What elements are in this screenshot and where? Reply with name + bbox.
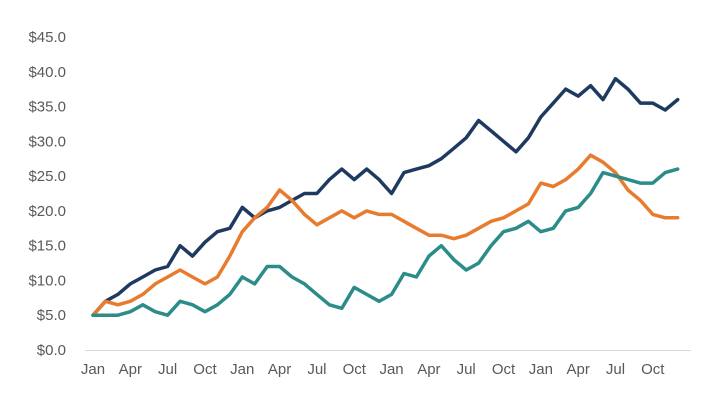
series-line-teal [91, 167, 680, 317]
x-axis-tick-label: Apr [417, 361, 440, 378]
x-axis-tick-label: Apr [119, 361, 142, 378]
x-axis-tick-label: Apr [268, 361, 291, 378]
x-axis-tick-label: Oct [641, 361, 665, 378]
plot-area [85, 76, 691, 351]
x-axis-tick-label: Jul [307, 361, 326, 378]
x-axis-tick-label: Jan [379, 361, 403, 378]
x-axis-tick-labels: Jan Apr Jul Oct Jan Apr Jul Oct Jan Apr Jul Oct Jan A… [81, 361, 665, 378]
x-axis-tick-label: Jan [529, 361, 553, 378]
y-axis-tick-label: $40.0 [28, 64, 66, 81]
x-axis-tick-label: Oct [193, 361, 217, 378]
x-axis-tick-label: Apr [566, 361, 589, 378]
x-axis-tick-label: Jan [230, 361, 254, 378]
y-axis-tick-label: $45.0 [28, 29, 66, 46]
x-axis-tick-label: Jul [606, 361, 625, 378]
x-axis-tick-label: Jan [81, 361, 105, 378]
y-axis-tick-label: $5.0 [37, 307, 66, 324]
y-axis-tick-label: $10.0 [28, 272, 66, 289]
y-axis-tick-label: $20.0 [28, 203, 66, 220]
x-axis-tick-label: Oct [492, 361, 516, 378]
x-axis-tick-label: Oct [343, 361, 367, 378]
y-axis-tick-labels: $0.0 $5.0 $10.0 $15.0 $20.0 $25.0 $30.0 $35.0 $4… [28, 29, 66, 359]
series-line-navy [91, 76, 680, 317]
y-axis-tick-label: $25.0 [28, 168, 66, 185]
y-axis-tick-label: $15.0 [28, 238, 66, 255]
series-line-orange [91, 153, 680, 317]
x-axis-tick-label: Jul [158, 361, 177, 378]
y-axis-tick-label: $0.0 [37, 342, 66, 359]
y-axis-tick-label: $30.0 [28, 133, 66, 150]
y-axis-tick-label: $35.0 [28, 99, 66, 116]
x-axis-tick-label: Jul [457, 361, 476, 378]
